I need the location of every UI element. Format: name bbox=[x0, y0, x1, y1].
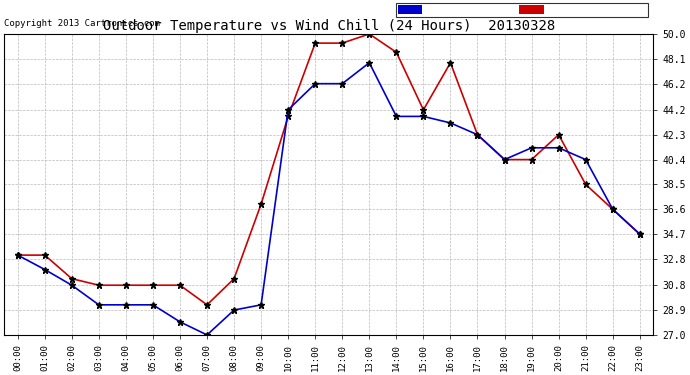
Text: Copyright 2013 Cartronics.com: Copyright 2013 Cartronics.com bbox=[4, 19, 160, 28]
Title: Outdoor Temperature vs Wind Chill (24 Hours)  20130328: Outdoor Temperature vs Wind Chill (24 Ho… bbox=[103, 19, 555, 33]
Legend: Wind Chill  (°F), Temperature  (°F): Wind Chill (°F), Temperature (°F) bbox=[396, 3, 649, 16]
